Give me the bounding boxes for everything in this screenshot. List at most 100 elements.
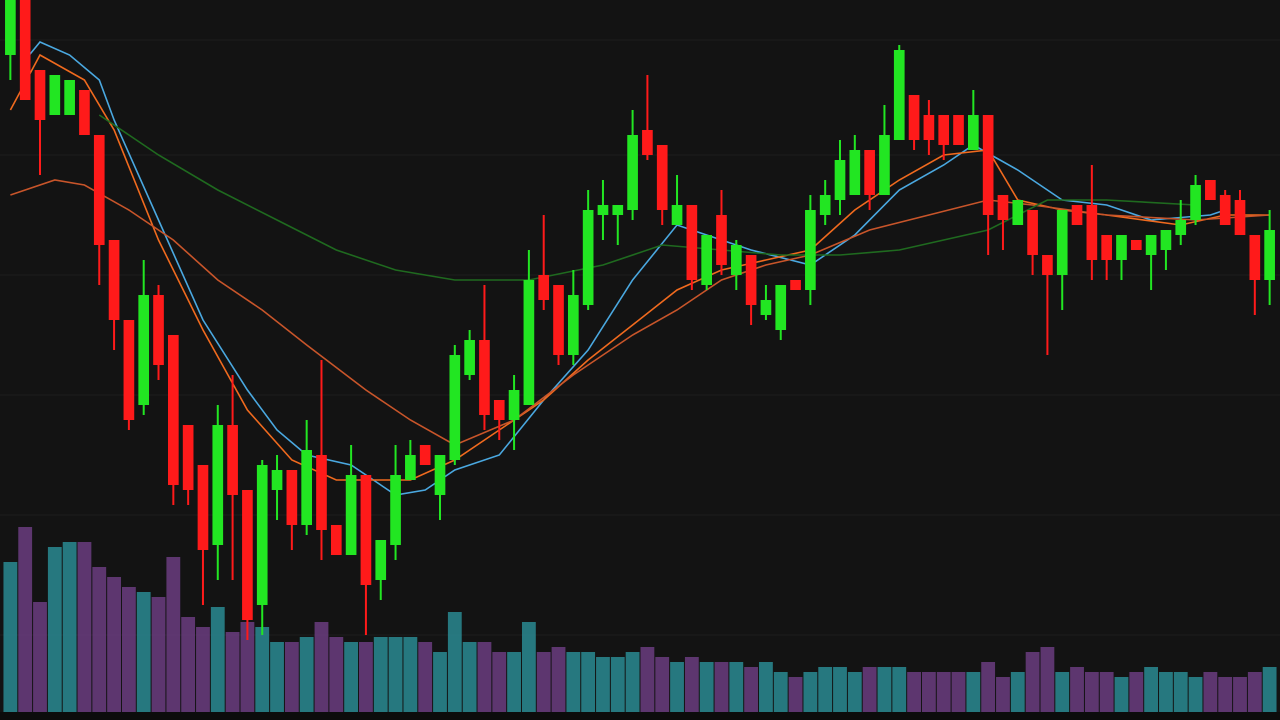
candle-body xyxy=(5,0,16,55)
volume-bar xyxy=(803,672,818,712)
volume-bar xyxy=(521,622,536,712)
candle-body xyxy=(508,390,520,420)
candle-body xyxy=(819,195,831,215)
volume-bar xyxy=(18,527,33,712)
candle-body xyxy=(982,115,994,215)
volume-bar xyxy=(684,657,699,712)
volume-bar xyxy=(936,672,951,712)
candle-body xyxy=(330,525,342,555)
volume-bar xyxy=(1099,672,1114,712)
candle-body xyxy=(656,145,668,210)
volume-bar xyxy=(640,647,655,712)
candle-body xyxy=(968,115,979,150)
candle-body xyxy=(182,425,194,490)
volume-bar xyxy=(92,567,107,712)
candle-body xyxy=(1264,230,1275,280)
volume-bars xyxy=(3,527,1277,712)
candle-body xyxy=(1071,205,1083,225)
volume-bar xyxy=(418,642,433,712)
volume-bar xyxy=(1203,672,1218,712)
candle-body xyxy=(1101,235,1112,260)
volume-bar xyxy=(196,627,210,712)
volume-bar xyxy=(536,652,551,712)
candle-body xyxy=(375,540,387,580)
volume-bar xyxy=(1055,672,1070,712)
candle-body xyxy=(923,115,935,140)
volume-bar xyxy=(344,642,359,712)
candle-body xyxy=(93,135,105,245)
candles xyxy=(5,0,1275,640)
candle-body xyxy=(1130,240,1142,250)
candle-body xyxy=(493,400,505,420)
volume-bar xyxy=(981,662,996,712)
volume-bar xyxy=(1188,677,1203,712)
volume-bar xyxy=(299,637,314,712)
candle-body xyxy=(434,455,446,495)
volume-bar xyxy=(714,662,729,712)
volume-bar xyxy=(47,547,62,712)
volume-bar xyxy=(788,677,803,712)
volume-bar xyxy=(136,592,151,712)
candle-body xyxy=(419,445,431,465)
candle-body xyxy=(1219,195,1231,225)
volume-bar xyxy=(1084,672,1099,712)
volume-bar xyxy=(62,542,77,712)
candle-body xyxy=(1190,185,1201,220)
candle-body xyxy=(286,470,298,525)
volume-bar xyxy=(966,672,981,712)
volume-bar xyxy=(1159,672,1173,712)
candle-body xyxy=(568,295,579,355)
candle-body xyxy=(612,205,624,215)
candle-body xyxy=(49,75,61,115)
volume-bar xyxy=(77,542,92,712)
candle-body xyxy=(345,475,357,555)
volume-bar xyxy=(892,667,907,712)
volume-bar xyxy=(744,667,759,712)
volume-bar xyxy=(1025,652,1040,712)
volume-bar xyxy=(492,652,507,712)
volume-bar xyxy=(359,642,373,712)
candle-body xyxy=(553,285,564,355)
volume-bar xyxy=(773,672,788,712)
volume-bar xyxy=(877,667,892,712)
candle-body xyxy=(1056,210,1068,275)
candle-body xyxy=(1175,220,1187,235)
volume-bar xyxy=(151,597,166,712)
volume-bar xyxy=(862,667,877,712)
candle-body xyxy=(627,135,638,210)
volume-bar xyxy=(107,577,121,712)
candle-body xyxy=(1086,205,1098,260)
volume-bar xyxy=(255,627,270,712)
candle-body xyxy=(1116,235,1127,260)
volume-bar xyxy=(1218,677,1233,712)
volume-bar xyxy=(1070,667,1084,712)
candle-body xyxy=(79,90,90,135)
candle-body xyxy=(227,425,238,495)
candle-body xyxy=(805,210,816,290)
candle-body xyxy=(123,320,135,420)
volume-bar xyxy=(447,612,462,712)
volume-bar xyxy=(388,637,403,712)
volume-bar xyxy=(1144,667,1159,712)
candle-body xyxy=(953,115,964,145)
candle-body xyxy=(879,135,890,195)
candle-body xyxy=(256,465,268,605)
candle-body xyxy=(34,70,46,120)
candle-body xyxy=(301,450,312,525)
volume-bar xyxy=(907,672,921,712)
candle-body xyxy=(1145,235,1157,255)
moving-average-line xyxy=(24,41,1226,496)
volume-bar xyxy=(33,602,47,712)
volume-bar xyxy=(951,672,966,712)
candle-body xyxy=(642,130,653,155)
candle-body xyxy=(19,0,31,100)
volume-bar xyxy=(699,662,714,712)
volume-bar xyxy=(670,662,684,712)
moving-average-line xyxy=(98,114,1196,281)
candle-body xyxy=(730,245,742,275)
candle-body xyxy=(197,465,209,550)
volume-bar xyxy=(1129,672,1144,712)
volume-bar xyxy=(759,662,773,712)
candle-body xyxy=(893,50,905,140)
volume-bar xyxy=(210,607,225,712)
